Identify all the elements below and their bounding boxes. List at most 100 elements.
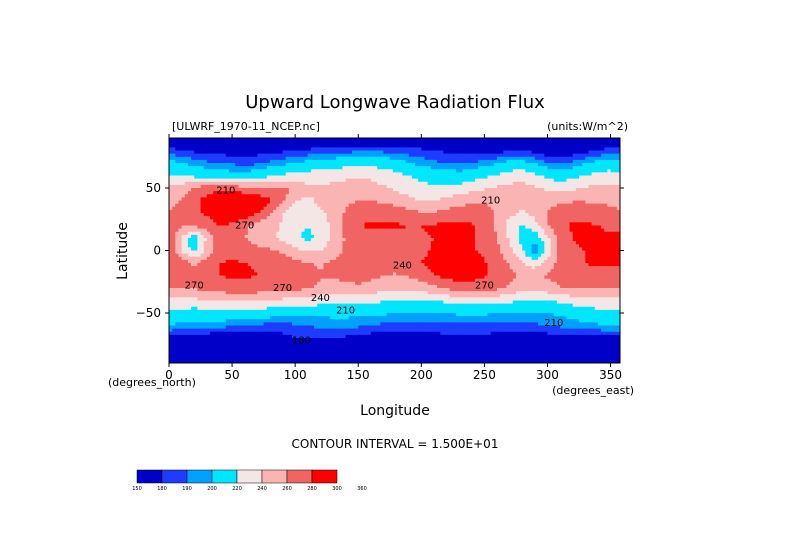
heatmap-cell <box>355 147 359 152</box>
heatmap-cell <box>487 191 492 195</box>
heatmap-cell <box>333 144 337 148</box>
heatmap-cell <box>553 169 558 173</box>
heatmap-cell <box>588 181 593 186</box>
heatmap-cell <box>484 184 489 189</box>
heatmap-cell <box>528 194 533 198</box>
heatmap-cell <box>610 175 615 180</box>
heatmap-cell <box>456 147 460 152</box>
heatmap-cell <box>304 175 309 180</box>
heatmap-cell <box>238 144 243 148</box>
heatmap-cell <box>500 138 504 142</box>
heatmap-cell <box>336 184 340 189</box>
heatmap-cell <box>383 153 388 158</box>
heatmap-cell <box>260 150 265 155</box>
chart-title: Upward Longwave Radiation Flux <box>245 92 545 113</box>
heatmap-cell <box>295 206 299 211</box>
heatmap-cell <box>579 169 583 173</box>
heatmap-cell <box>314 181 318 186</box>
heatmap-cell <box>563 175 567 180</box>
heatmap-cell <box>525 206 530 211</box>
heatmap-cell <box>216 213 221 217</box>
heatmap-cell <box>244 194 249 198</box>
heatmap-cell <box>348 216 353 220</box>
heatmap-cell <box>418 197 422 202</box>
heatmap-cell <box>408 222 413 227</box>
heatmap-cell <box>601 216 605 220</box>
heatmap-cell <box>493 197 498 202</box>
heatmap-cell <box>219 234 224 239</box>
heatmap-cell <box>206 203 211 208</box>
heatmap-cell <box>399 234 403 239</box>
heatmap-cell <box>553 156 558 161</box>
heatmap-cell <box>228 194 233 198</box>
heatmap-cell <box>178 141 183 145</box>
heatmap-cell <box>222 194 227 198</box>
heatmap-cell <box>610 209 615 214</box>
heatmap-cell <box>288 184 293 189</box>
heatmap-cell <box>295 147 299 152</box>
heatmap-cell <box>238 203 243 208</box>
heatmap-cell <box>594 228 599 233</box>
heatmap-cell <box>566 150 571 155</box>
heatmap-cell <box>329 184 334 189</box>
heatmap-cell <box>430 188 435 192</box>
heatmap-cell <box>550 156 555 161</box>
heatmap-cell <box>251 197 255 202</box>
heatmap-cell <box>534 163 539 167</box>
heatmap-cell <box>181 178 186 183</box>
heatmap-cell <box>244 234 249 239</box>
heatmap-cell <box>462 188 467 192</box>
heatmap-cell <box>604 231 608 236</box>
heatmap-cell <box>241 159 246 164</box>
heatmap-cell <box>386 219 391 223</box>
heatmap-cell <box>550 178 555 183</box>
heatmap-cell <box>247 234 252 239</box>
heatmap-cell <box>408 153 413 158</box>
heatmap-cell <box>591 197 596 202</box>
heatmap-cell <box>471 138 476 142</box>
heatmap-cell <box>604 144 608 148</box>
heatmap-cell <box>579 138 583 142</box>
heatmap-cell <box>433 141 438 145</box>
heatmap-cell <box>456 231 460 236</box>
heatmap-cell <box>326 228 331 233</box>
heatmap-cell <box>601 191 605 195</box>
heatmap-cell <box>235 188 239 192</box>
heatmap-cell <box>538 141 542 145</box>
heatmap-cell <box>556 147 561 152</box>
heatmap-cell <box>200 175 205 180</box>
heatmap-cell <box>452 206 457 211</box>
heatmap-cell <box>547 181 552 186</box>
heatmap-cell <box>238 138 243 142</box>
heatmap-cell <box>295 175 299 180</box>
heatmap-cell <box>184 141 189 145</box>
heatmap-cell <box>222 203 227 208</box>
heatmap-cell <box>279 216 284 220</box>
heatmap-cell <box>225 213 230 217</box>
heatmap-cell <box>550 225 555 230</box>
heatmap-cell <box>389 178 394 183</box>
heatmap-cell <box>187 178 192 183</box>
heatmap-cell <box>421 169 426 173</box>
heatmap-cell <box>415 209 419 214</box>
heatmap-cell <box>298 166 303 170</box>
heatmap-cell <box>377 184 381 189</box>
heatmap-cell <box>437 209 441 214</box>
heatmap-cell <box>244 203 249 208</box>
heatmap-cell <box>216 188 221 192</box>
heatmap-cell <box>241 225 246 230</box>
heatmap-cell <box>506 222 511 227</box>
heatmap-cell <box>560 175 564 180</box>
heatmap-cell <box>538 163 542 167</box>
heatmap-cell <box>465 203 470 208</box>
heatmap-cell <box>260 228 265 233</box>
heatmap-cell <box>522 188 526 192</box>
heatmap-cell <box>544 216 549 220</box>
heatmap-cell <box>320 147 325 152</box>
heatmap-cell <box>181 200 186 205</box>
heatmap-cell <box>370 197 375 202</box>
heatmap-cell <box>430 147 435 152</box>
heatmap-cell <box>566 172 571 177</box>
heatmap-cell <box>556 141 561 145</box>
heatmap-cell <box>522 141 526 145</box>
